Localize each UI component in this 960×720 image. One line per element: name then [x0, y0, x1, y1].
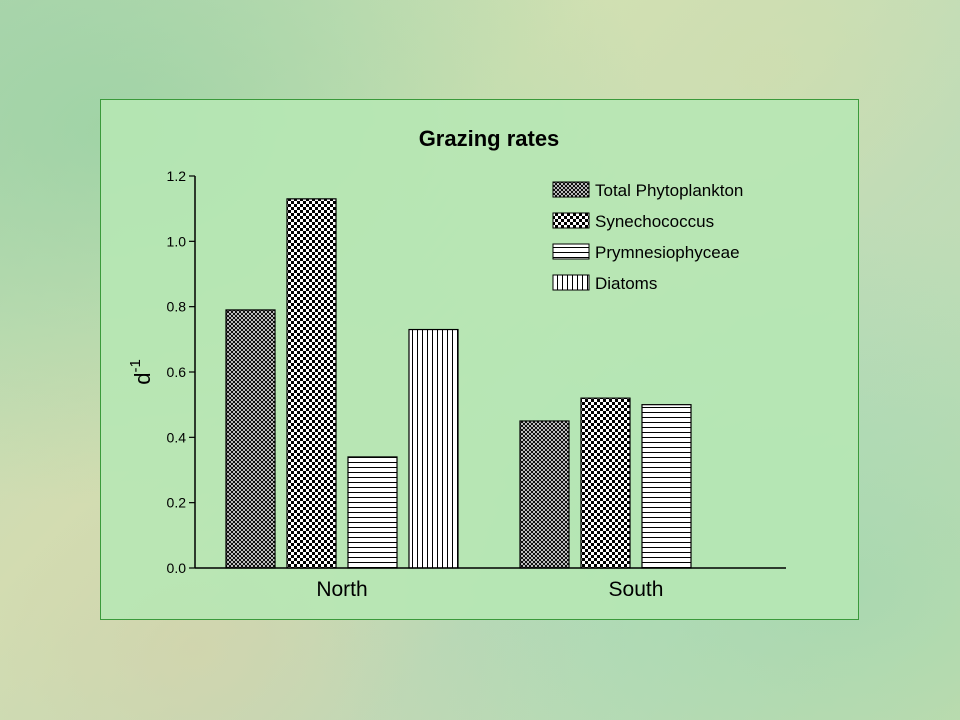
legend-label: Prymnesiophyceae — [595, 243, 740, 262]
bar-south-synechococcus — [580, 397, 631, 569]
x-labels-group: North South — [316, 578, 663, 601]
y-tick-label: 0.8 — [167, 299, 187, 315]
legend-swatch — [552, 212, 590, 229]
y-axis-label-text: d-1 — [127, 359, 155, 385]
bar-south-total-phytoplankton — [519, 420, 570, 569]
chart-title: Grazing rates — [419, 126, 560, 151]
axes-group — [194, 176, 786, 569]
bar-north-prymnesiophyceae — [347, 456, 398, 569]
y-tick-label: 0.4 — [167, 429, 187, 445]
legend-swatch — [552, 243, 590, 260]
x-category-label: South — [609, 578, 664, 601]
bar-south-prymnesiophyceae — [641, 404, 692, 569]
bar-north-diatoms — [408, 328, 459, 569]
y-tick-label: 0.6 — [167, 364, 187, 380]
legend-label: Synechococcus — [595, 212, 714, 231]
y-axis-label-base: d — [130, 373, 155, 385]
y-tick-label: 0.2 — [167, 495, 187, 511]
y-tick-label: 0.0 — [167, 560, 187, 576]
x-category-label: North — [316, 578, 367, 601]
y-axis-label: d-1 — [127, 359, 155, 385]
bar-north-total-phytoplankton — [225, 309, 276, 569]
legend-label: Total Phytoplankton — [595, 181, 743, 200]
y-axis-label-exponent: -1 — [127, 359, 144, 372]
legend-swatch — [552, 274, 590, 291]
y-tick-label: 1.2 — [167, 168, 187, 184]
legend-label: Diatoms — [595, 274, 657, 293]
y-tick-label: 1.0 — [167, 233, 187, 249]
y-ticks-group: 0.0 0.2 0.4 0.6 0.8 1.0 1.2 — [167, 168, 195, 576]
bars-group — [225, 198, 692, 569]
legend: Total Phytoplankton Synechococcus Prymnesi… — [552, 181, 743, 293]
legend-swatch — [552, 181, 590, 198]
bar-north-synechococcus — [286, 198, 337, 569]
